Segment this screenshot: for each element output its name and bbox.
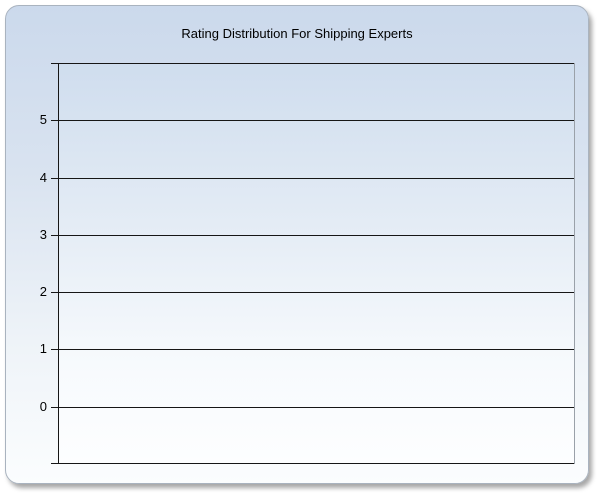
y-axis-tick-label: 1 bbox=[39, 341, 47, 356]
y-axis-tick-label: 4 bbox=[39, 170, 47, 185]
chart-panel: Rating Distribution For Shipping Experts… bbox=[5, 5, 589, 484]
gridline bbox=[51, 407, 574, 408]
gridline bbox=[51, 463, 574, 464]
y-axis-tick-label: 0 bbox=[39, 399, 47, 414]
gridline bbox=[51, 178, 574, 179]
gridline bbox=[51, 292, 574, 293]
gridline bbox=[51, 120, 574, 121]
y-axis-tick-label: 3 bbox=[39, 227, 47, 242]
chart-title: Rating Distribution For Shipping Experts bbox=[181, 26, 413, 41]
gridline bbox=[51, 349, 574, 350]
gridline bbox=[51, 63, 574, 64]
gridline bbox=[51, 235, 574, 236]
y-axis-tick-label: 5 bbox=[39, 112, 47, 127]
plot-area bbox=[51, 63, 575, 464]
y-axis-tick-label: 2 bbox=[39, 284, 47, 299]
y-axis-labels: 5 4 3 2 1 0 bbox=[6, 63, 47, 464]
